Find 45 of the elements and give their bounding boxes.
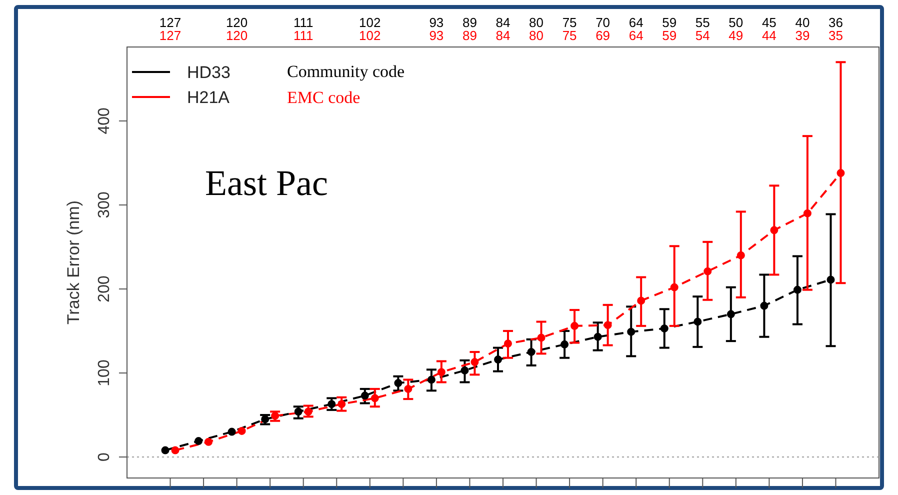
text: 64 <box>628 15 644 30</box>
text: 93 <box>429 28 444 43</box>
text: 59 <box>662 15 677 30</box>
text: 35 <box>828 28 843 43</box>
text: 39 <box>795 28 810 43</box>
text: 102 <box>359 28 381 43</box>
annotation: EMC code <box>287 88 360 107</box>
text: 89 <box>462 28 477 43</box>
text: 40 <box>795 15 810 30</box>
y-tick-label: 300 <box>96 192 113 218</box>
text: 80 <box>529 15 544 30</box>
text: 69 <box>596 28 610 43</box>
text: 127 <box>159 15 182 30</box>
text: 54 <box>695 28 710 43</box>
text: 59 <box>662 28 677 43</box>
legend-label: HD33 <box>187 63 230 82</box>
text: 84 <box>496 28 510 43</box>
text: 111 <box>293 15 314 30</box>
text: 44 <box>762 28 776 43</box>
annotation: Community code <box>287 62 405 81</box>
y-tick-label: 400 <box>96 107 113 134</box>
text: 111 <box>293 28 314 43</box>
text: 120 <box>226 15 248 30</box>
text: 55 <box>695 15 710 30</box>
text: 102 <box>359 15 381 30</box>
legend-label: H21A <box>187 88 230 107</box>
text: 50 <box>728 15 744 30</box>
text: 75 <box>562 15 577 30</box>
text: 127 <box>159 28 182 43</box>
text: 75 <box>562 28 577 43</box>
text: 70 <box>596 15 610 30</box>
text: 64 <box>628 28 644 43</box>
text: 49 <box>728 28 744 43</box>
y-tick-label: 200 <box>96 276 113 302</box>
text: 120 <box>226 28 248 43</box>
y-axis-title: Track Error (nm) <box>64 200 84 325</box>
text: 84 <box>496 15 510 30</box>
text: 93 <box>429 15 444 30</box>
text: 45 <box>762 15 776 30</box>
y-tick-label: 0 <box>96 452 113 462</box>
text: 80 <box>529 28 544 43</box>
y-tick-label: 100 <box>96 360 113 386</box>
text: East Pac <box>205 163 328 203</box>
text: 89 <box>462 15 477 30</box>
text: 36 <box>828 15 843 30</box>
